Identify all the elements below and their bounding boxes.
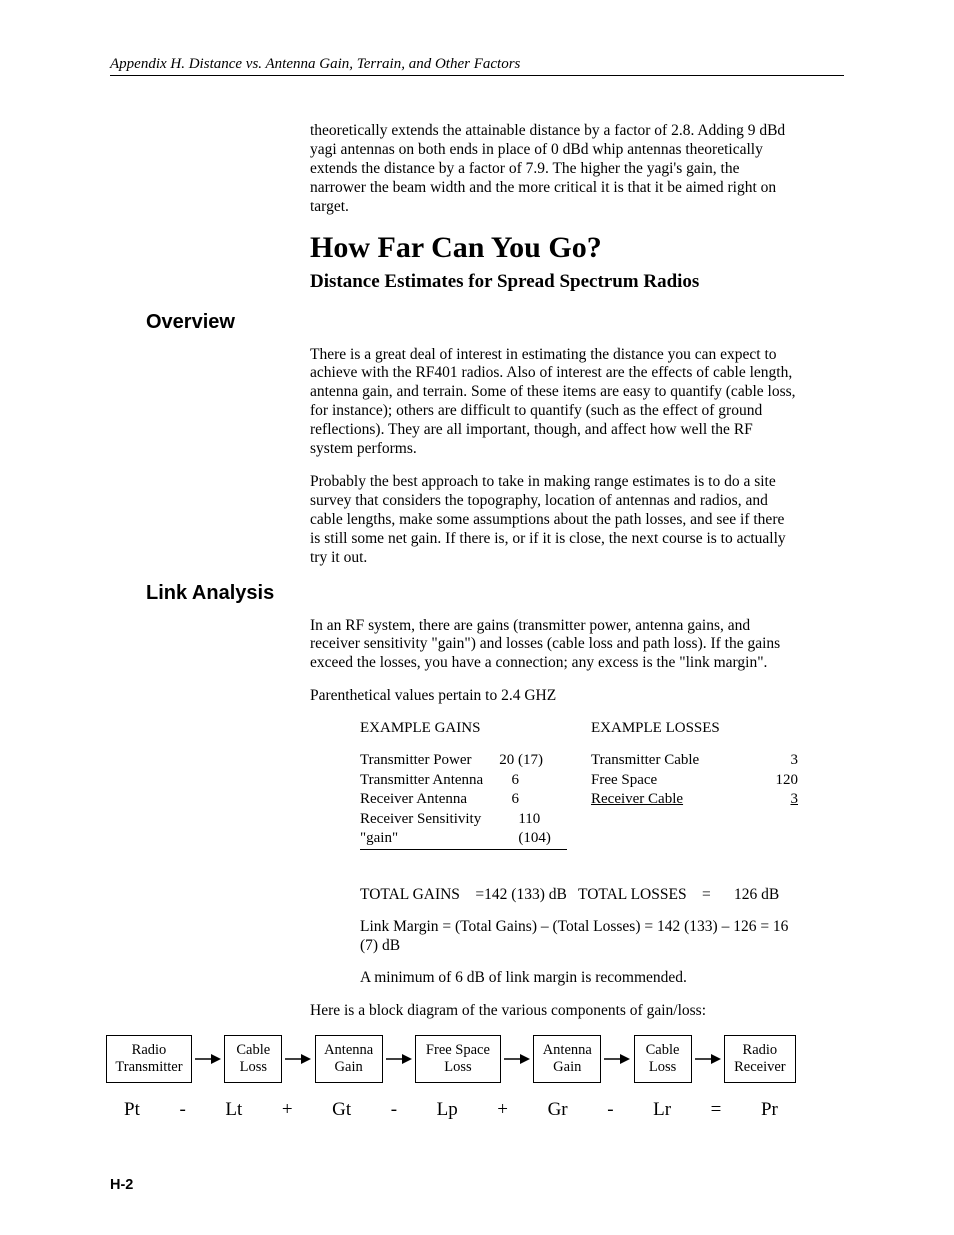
table-row: Transmitter Antenna 6 [360,771,567,791]
equation-term: Lp [437,1099,458,1121]
table-row: Receiver Antenna 6 [360,790,567,810]
section-heading-link: Link Analysis [146,582,844,605]
block-diagram: RadioTransmitter CableLoss AntennaGain Free… [106,1035,796,1082]
equation-term: - [607,1099,613,1121]
main-title: How Far Can You Go? [310,231,798,265]
arrow-icon [604,1051,630,1067]
gains-column: EXAMPLE GAINS Transmitter Power 20 (17) … [360,720,567,850]
gain-value: 20 (17) [499,751,567,771]
table-row: Free Space 120 [591,771,798,791]
gains-header: EXAMPLE GAINS [360,720,567,737]
margin-note: A minimum of 6 dB of link margin is reco… [360,969,798,988]
intro-paragraph: theoretically extends the attainable dis… [310,122,798,217]
equation-term: + [497,1099,508,1121]
link-equation: Pt - Lt + Gt - Lp + Gr - Lr = Pr [106,1099,796,1121]
equation-term: Pt [124,1099,140,1121]
gain-value: 6 [512,771,568,791]
equation-term: Pr [761,1099,778,1121]
gain-label: Receiver Sensitivity "gain" [360,810,496,849]
table-row: Receiver Sensitivity "gain" 110 (104) [360,810,567,850]
section-heading-overview: Overview [146,311,844,334]
diagram-box: AntennaGain [533,1035,601,1082]
diagram-box: RadioTransmitter [106,1035,192,1082]
overview-p1: There is a great deal of interest in est… [310,346,798,459]
totals-row: TOTAL GAINS =142 (133) dB TOTAL LOSSES =… [360,886,798,904]
table-row: Transmitter Power 20 (17) [360,751,567,771]
gains-losses-table: EXAMPLE GAINS Transmitter Power 20 (17) … [360,720,798,850]
gain-value: 110 (104) [518,810,567,849]
losses-header: EXAMPLE LOSSES [591,720,798,737]
equation-term: Lt [225,1099,242,1121]
loss-label: Transmitter Cable [591,751,699,771]
gain-value: 6 [512,790,568,810]
gain-label: Receiver Antenna [360,790,467,810]
losses-column: EXAMPLE LOSSES Transmitter Cable 3 Free … [591,720,798,850]
diagram-box: AntennaGain [315,1035,383,1082]
equation-term: + [282,1099,293,1121]
page-number: H-2 [110,1177,133,1193]
loss-label: Free Space [591,771,657,791]
arrow-icon [504,1051,530,1067]
link-p2: Parenthetical values pertain to 2.4 GHZ [310,687,798,706]
diagram-box: Free SpaceLoss [415,1035,501,1082]
diagram-intro: Here is a block diagram of the various c… [310,1002,844,1021]
equation-term: Lr [653,1099,671,1121]
equation-term: Gt [332,1099,351,1121]
link-margin: Link Margin = (Total Gains) – (Total Los… [360,918,798,956]
diagram-box: CableLoss [224,1035,282,1082]
diagram-box: CableLoss [634,1035,692,1082]
page-header: Appendix H. Distance vs. Antenna Gain, T… [110,56,844,76]
loss-value: 3 [791,751,799,771]
table-row: Receiver Cable 3 [591,790,798,810]
arrow-icon [195,1051,221,1067]
total-losses: TOTAL LOSSES = 126 dB [578,886,779,904]
overview-p2: Probably the best approach to take in ma… [310,473,798,568]
table-row: Transmitter Cable 3 [591,751,798,771]
loss-label: Receiver Cable [591,790,683,810]
subtitle: Distance Estimates for Spread Spectrum R… [310,271,798,293]
gain-label: Transmitter Antenna [360,771,483,791]
loss-value: 120 [776,771,799,791]
gain-label: Transmitter Power [360,751,472,771]
equation-term: = [711,1099,722,1121]
equation-term: - [179,1099,185,1121]
diagram-box: RadioReceiver [724,1035,796,1082]
equation-term: Gr [548,1099,568,1121]
arrow-icon [386,1051,412,1067]
loss-value: 3 [741,790,799,810]
arrow-icon [695,1051,721,1067]
equation-term: - [391,1099,397,1121]
arrow-icon [285,1051,311,1067]
link-p1: In an RF system, there are gains (transm… [310,617,798,674]
total-gains: TOTAL GAINS =142 (133) dB [360,886,578,904]
